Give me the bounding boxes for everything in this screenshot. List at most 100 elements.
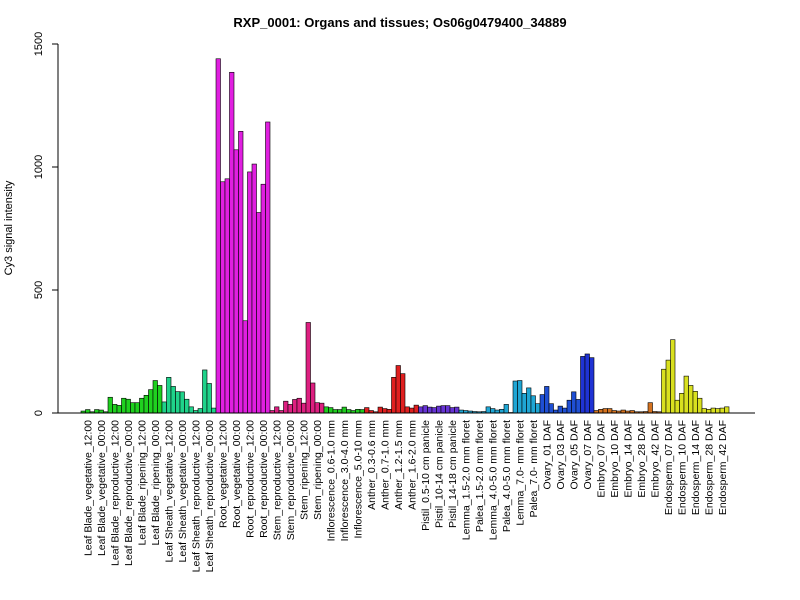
y-tick-label: 1000 [33, 155, 45, 179]
x-tick-label: Stem_ripening_00:00 [312, 420, 324, 520]
x-tick-label: Embryo_28 DAF [636, 420, 648, 498]
bar [598, 409, 604, 414]
bar [719, 407, 725, 414]
bar [431, 407, 437, 414]
x-tick-label: Inflorescence_3.0-4.0 mm [339, 420, 351, 542]
bar [580, 356, 586, 414]
bar [116, 405, 122, 414]
bar [274, 406, 280, 414]
bar [377, 406, 383, 414]
bar [562, 407, 568, 414]
x-tick-label: Leaf Sheath_reproductive_00:00 [204, 420, 216, 573]
bar [256, 212, 262, 414]
bar [337, 409, 343, 414]
x-tick-label: Inflorescence_0.6-1.0 mm [325, 420, 337, 542]
x-tick-label: Leaf Blade_ripening_00:00 [150, 420, 162, 546]
x-tick-label: Pistil_14-18 cm panicle [447, 420, 459, 528]
bar [418, 406, 424, 414]
bar [454, 406, 460, 414]
x-tick-label: Inflorescence_5.0-10 mm [352, 420, 364, 539]
bar [400, 373, 406, 414]
bar [314, 402, 320, 414]
x-tick-label: Ovary_07 DAF [582, 420, 594, 489]
bar [332, 409, 338, 414]
x-tick-label: Leaf Blade_vegetative_12:00 [82, 420, 94, 556]
bar [503, 404, 509, 414]
bar [665, 359, 671, 414]
bar [449, 407, 455, 414]
bar [143, 394, 149, 414]
bar [341, 406, 347, 414]
x-tick-label: Endosperm_07 DAF [663, 420, 675, 515]
x-tick-label: Stem_ripening_12:00 [298, 420, 310, 520]
y-tick-label: 1500 [33, 32, 45, 56]
x-tick-label: Endosperm_14 DAF [690, 420, 702, 515]
x-tick-label: Palea_7.0- mm floret [528, 420, 540, 518]
x-tick-label: Pistil_10-14 cm panicle [433, 420, 445, 528]
bar [521, 393, 527, 414]
bar [364, 407, 370, 414]
bar [607, 408, 613, 414]
chart-title: RXP_0001: Organs and tissues; Os06g04794… [233, 15, 566, 30]
bar [292, 399, 298, 414]
bar [188, 406, 194, 414]
bar [220, 181, 226, 414]
bar [215, 58, 221, 414]
bar [260, 183, 266, 414]
bar [602, 408, 608, 414]
x-tick-label: Ovary_05 DAF [568, 420, 580, 489]
x-tick-label: Embryo_07 DAF [595, 420, 607, 498]
bar [584, 353, 590, 414]
bar [152, 380, 158, 414]
x-tick-label: Leaf Blade_vegetative_00:00 [96, 420, 108, 556]
bar [575, 399, 581, 414]
bar [319, 402, 325, 414]
bar [710, 407, 716, 414]
bar [535, 403, 541, 414]
x-tick-label: Endosperm_10 DAF [676, 420, 688, 515]
bar [395, 365, 401, 414]
x-tick-label: Stem_reproductive_12:00 [271, 420, 283, 540]
bar [94, 409, 100, 414]
bar [661, 368, 667, 414]
bar [107, 396, 113, 414]
x-tick-label: Endosperm_28 DAF [703, 420, 715, 515]
bar [706, 409, 712, 414]
bar [184, 398, 190, 414]
bar [530, 395, 536, 414]
bar [404, 406, 410, 414]
bar [161, 401, 167, 414]
bar [238, 131, 244, 414]
bar [175, 391, 181, 414]
bar [242, 320, 248, 414]
bar [85, 409, 91, 414]
x-tick-label: Anther_1.6-2.0 mm [406, 420, 418, 510]
y-axis: 0 500 1000 1500 [33, 32, 59, 416]
x-tick-label: Leaf Sheath_vegetative_12:00 [163, 420, 175, 563]
x-tick-label: Palea_4.0-5.0 mm floret [501, 420, 513, 532]
bar [224, 178, 230, 414]
bar [386, 409, 392, 414]
bar [440, 405, 446, 414]
y-tick-label: 500 [33, 281, 45, 299]
bar [688, 385, 694, 414]
bar [724, 406, 730, 414]
bar [445, 405, 451, 414]
bar [355, 409, 361, 414]
x-tick-label: Palea_1.5-2.0 mm floret [474, 420, 486, 532]
x-tick-label: Anther_1.2-1.5 mm [393, 420, 405, 510]
bar [701, 408, 707, 414]
bar [571, 391, 577, 414]
bar [233, 149, 239, 414]
bar [323, 406, 329, 414]
bar [566, 399, 572, 414]
bar [422, 405, 428, 414]
bar [139, 397, 145, 414]
bar [409, 407, 415, 414]
bar [121, 397, 127, 414]
bar [197, 408, 203, 414]
bar [382, 408, 388, 414]
bar [206, 383, 212, 414]
bar [134, 402, 140, 414]
bar [485, 406, 491, 414]
